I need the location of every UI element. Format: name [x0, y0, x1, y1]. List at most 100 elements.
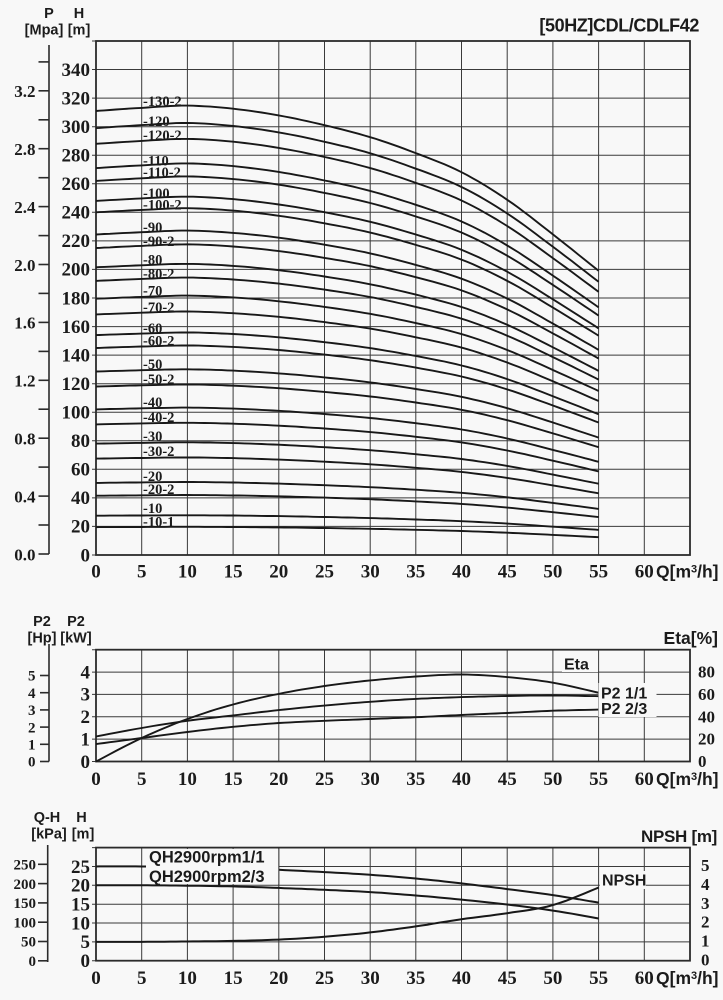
svg-text:QH2900rpm2/3: QH2900rpm2/3	[149, 868, 265, 886]
svg-text:-70: -70	[143, 283, 162, 299]
svg-text:50: 50	[543, 968, 562, 989]
svg-text:5: 5	[28, 669, 36, 685]
svg-text:10: 10	[178, 968, 197, 989]
svg-text:60: 60	[698, 685, 715, 704]
svg-text:5: 5	[137, 769, 147, 790]
svg-text:-80: -80	[143, 252, 162, 268]
svg-text:QH2900rpm1/1: QH2900rpm1/1	[149, 849, 265, 867]
svg-text:H: H	[74, 6, 84, 22]
svg-text:3: 3	[28, 703, 36, 719]
svg-text:20: 20	[698, 730, 715, 749]
svg-text:-40: -40	[143, 395, 162, 411]
svg-text:-40-2: -40-2	[143, 410, 174, 426]
svg-text:[kPa]: [kPa]	[31, 827, 67, 843]
svg-text:220: 220	[62, 231, 91, 252]
svg-text:-10: -10	[143, 501, 162, 517]
svg-text:40: 40	[452, 968, 471, 989]
svg-text:NPSH: NPSH	[602, 873, 646, 890]
svg-text:50: 50	[543, 769, 562, 790]
svg-text:[50HZ]CDL/CDLF42: [50HZ]CDL/CDLF42	[539, 16, 699, 36]
svg-text:100: 100	[14, 915, 37, 931]
svg-text:10: 10	[178, 562, 197, 583]
svg-text:4: 4	[81, 662, 91, 683]
svg-text:2.0: 2.0	[14, 256, 35, 275]
svg-text:260: 260	[62, 174, 91, 195]
svg-text:0.8: 0.8	[14, 430, 35, 449]
svg-text:-120: -120	[143, 114, 170, 130]
svg-text:25: 25	[71, 857, 90, 878]
svg-text:10: 10	[71, 913, 90, 934]
svg-text:-90: -90	[143, 220, 162, 236]
svg-text:P2: P2	[67, 614, 85, 630]
svg-text:-100: -100	[143, 186, 170, 202]
svg-text:45: 45	[498, 769, 517, 790]
svg-text:Q[m3/h]: Q[m3/h]	[656, 769, 719, 789]
svg-text:80: 80	[698, 663, 715, 682]
svg-text:5: 5	[701, 856, 710, 875]
svg-text:Eta: Eta	[564, 657, 589, 674]
svg-text:40: 40	[71, 488, 90, 509]
svg-text:40: 40	[452, 769, 471, 790]
svg-text:[Mpa]: [Mpa]	[25, 23, 64, 39]
svg-text:0: 0	[28, 755, 36, 771]
svg-text:10: 10	[178, 769, 197, 790]
svg-text:55: 55	[589, 769, 608, 790]
svg-text:20: 20	[269, 968, 288, 989]
svg-text:15: 15	[224, 968, 243, 989]
svg-text:Q-H: Q-H	[34, 810, 61, 826]
svg-text:NPSH [m]: NPSH [m]	[641, 827, 717, 846]
svg-text:140: 140	[62, 345, 91, 366]
svg-text:60: 60	[71, 460, 90, 481]
svg-text:20: 20	[71, 876, 90, 897]
svg-text:250: 250	[14, 858, 37, 874]
svg-text:3: 3	[81, 685, 91, 706]
svg-text:25: 25	[315, 968, 334, 989]
svg-text:200: 200	[62, 260, 91, 281]
svg-text:50: 50	[21, 935, 36, 951]
svg-text:[Hp]: [Hp]	[28, 631, 57, 647]
svg-text:2: 2	[81, 707, 91, 728]
svg-text:H: H	[76, 810, 86, 826]
svg-text:0: 0	[91, 562, 101, 583]
svg-text:1.2: 1.2	[14, 372, 35, 391]
svg-text:35: 35	[406, 562, 425, 583]
svg-text:0: 0	[81, 545, 91, 566]
svg-text:0: 0	[29, 954, 37, 970]
svg-text:P2 2/3: P2 2/3	[601, 701, 647, 718]
svg-text:-30-2: -30-2	[143, 444, 174, 460]
svg-text:4: 4	[28, 686, 36, 702]
svg-text:50: 50	[543, 562, 562, 583]
svg-text:5: 5	[137, 968, 147, 989]
svg-text:60: 60	[635, 562, 654, 583]
svg-text:-60: -60	[143, 321, 162, 337]
svg-text:55: 55	[589, 968, 608, 989]
svg-text:P: P	[44, 6, 54, 22]
svg-text:200: 200	[14, 877, 37, 893]
svg-text:2.4: 2.4	[14, 198, 36, 217]
svg-text:0.0: 0.0	[14, 545, 35, 564]
svg-text:55: 55	[589, 562, 608, 583]
svg-text:2: 2	[28, 720, 36, 736]
svg-text:30: 30	[361, 769, 380, 790]
svg-text:180: 180	[62, 288, 91, 309]
svg-text:150: 150	[14, 896, 37, 912]
svg-text:0: 0	[81, 752, 91, 773]
svg-text:Q[m3/h]: Q[m3/h]	[656, 562, 719, 582]
svg-text:40: 40	[698, 707, 715, 726]
svg-text:160: 160	[62, 317, 91, 338]
svg-text:120: 120	[62, 374, 91, 395]
svg-text:1: 1	[81, 729, 91, 750]
svg-text:60: 60	[635, 769, 654, 790]
svg-text:15: 15	[71, 895, 90, 916]
svg-text:-60-2: -60-2	[143, 333, 174, 349]
svg-text:15: 15	[224, 562, 243, 583]
svg-text:1: 1	[28, 738, 36, 754]
svg-text:15: 15	[224, 769, 243, 790]
svg-text:3.2: 3.2	[14, 82, 35, 101]
svg-text:-50-2: -50-2	[143, 372, 174, 388]
svg-text:0: 0	[701, 950, 710, 969]
svg-text:5: 5	[137, 562, 147, 583]
svg-text:0.4: 0.4	[14, 487, 36, 506]
svg-text:2.8: 2.8	[14, 140, 35, 159]
svg-text:5: 5	[81, 932, 91, 953]
